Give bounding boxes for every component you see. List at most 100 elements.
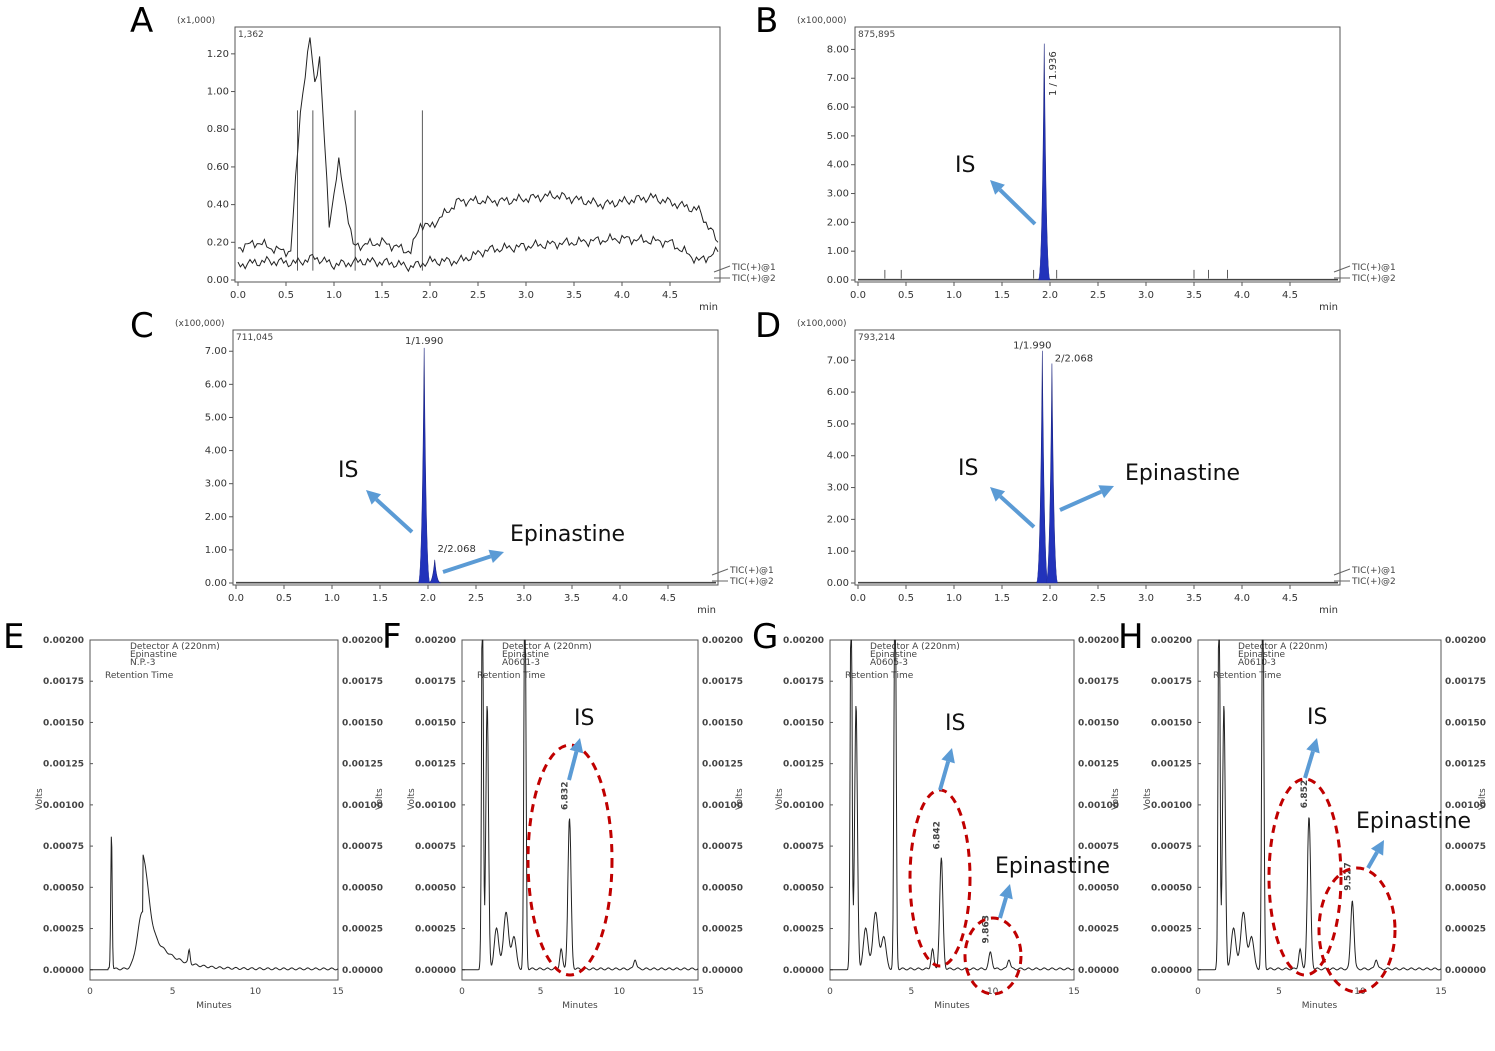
is-arrow-head [941, 748, 955, 764]
epinastine-peak-highlight [1317, 866, 1397, 994]
chromatogram-trace [462, 639, 699, 971]
is-arrow-shaft [998, 188, 1037, 226]
x-tick-label: 2.5 [468, 593, 484, 604]
legend-text: Epinastine [870, 650, 918, 660]
y-tick-label-right: 0.00000 [1445, 966, 1486, 976]
y-tick-label-left: 0.00025 [415, 925, 456, 935]
annotation-epinastine: Epinastine [995, 854, 1110, 879]
epinastine-arrow-head [488, 549, 504, 564]
panel-letter: D [755, 306, 781, 346]
y-axis-label-left: Volts [35, 788, 45, 810]
y-tick-label-right: 0.00025 [1078, 925, 1119, 935]
y-tick-label-left: 0.00200 [783, 636, 824, 646]
x-tick-label: 3.5 [564, 593, 580, 604]
peak-rt-label: 6.842 [932, 821, 942, 849]
y-tick-label-right: 0.00175 [702, 677, 743, 687]
legend-text: A0601-3 [502, 658, 540, 668]
peak-rt-label: 9.863 [981, 915, 991, 943]
y-tick-label-right: 0.00175 [1445, 677, 1486, 687]
y-tick-label-left: 0.00000 [1151, 966, 1192, 976]
x-tick-label: 2.5 [470, 290, 486, 301]
x-tick-label: 2.0 [1042, 290, 1058, 301]
plot-frame [854, 329, 1341, 586]
panel-letter: F [382, 617, 402, 657]
y-tick-label: 0.20 [207, 237, 229, 248]
chromatogram-trace [90, 836, 339, 971]
legend-entry: TIC(+)@2 [729, 577, 774, 587]
y-tick-label-left: 0.00125 [43, 760, 84, 770]
is-arrow-shaft [567, 751, 579, 781]
epinastine-arrow-shaft [1366, 851, 1379, 869]
y-tick-label-left: 0.00200 [43, 636, 84, 646]
is-arrow-head [1306, 738, 1320, 754]
y-tick-label: 0.40 [207, 200, 229, 211]
panel-letter: C [130, 306, 154, 346]
y-tick-label-right: 0.00175 [1078, 677, 1119, 687]
x-tick-label: 5 [170, 987, 176, 997]
plot-frame [234, 26, 721, 283]
x-tick-label: 0.0 [850, 593, 866, 604]
x-tick-label: 0.0 [850, 290, 866, 301]
panel-B: B (x100,000) 875,895 0.00 1.00 2.00 3.00 4.00 5.… [755, 1, 1396, 313]
legend-entry: TIC(+)@1 [729, 566, 774, 576]
epinastine-arrow-head [999, 884, 1013, 900]
y-tick-label-right: 0.00150 [702, 718, 743, 728]
y-tick-label-right: 0.00200 [702, 636, 743, 646]
x-tick-label: 4.5 [662, 290, 678, 301]
x-tick-label: 1.0 [324, 593, 340, 604]
x-tick-label: 15 [332, 987, 343, 997]
x-tick-label: 2.5 [1090, 593, 1106, 604]
y-tick-label-right: 0.00050 [1078, 883, 1119, 893]
legend-entry: TIC(+)@2 [1351, 577, 1396, 587]
y-tick-label: 4.00 [827, 451, 849, 462]
y-tick-label-left: 0.00200 [1151, 636, 1192, 646]
scale-label: (x1,000) [177, 16, 215, 26]
y-tick-label-left: 0.00050 [415, 883, 456, 893]
y-tick-label: 6.00 [827, 102, 849, 113]
y-tick-label: 0.80 [207, 124, 229, 135]
y-tick-label-left: 0.00175 [1151, 677, 1192, 687]
y-tick-label-right: 0.00150 [1445, 718, 1486, 728]
retention-time-label: Retention Time [105, 671, 174, 681]
is-arrow-shaft [1303, 750, 1315, 779]
is-peak-highlight [1267, 777, 1343, 977]
panel-letter: B [755, 1, 778, 41]
legend-leader [1333, 568, 1351, 576]
y-tick-label: 4.00 [827, 160, 849, 171]
y-tick-label-left: 0.00050 [783, 883, 824, 893]
y-tick-label: 8.00 [827, 44, 849, 55]
x-tick-label: 0 [827, 987, 833, 997]
y-tick-label-left: 0.00000 [783, 966, 824, 976]
panel-F: F 0.00000 0.00000 0.00025 0.00025 0.00050 0.00… [382, 617, 745, 1011]
scale-label: (x100,000) [797, 16, 847, 26]
y-tick-label-left: 0.00050 [1151, 883, 1192, 893]
y-tick-label: 3.00 [827, 189, 849, 200]
y-tick-label: 1.00 [827, 546, 849, 557]
y-tick-label-left: 0.00100 [415, 801, 456, 811]
panel-letter: H [1118, 617, 1144, 657]
peak [1037, 43, 1051, 281]
y-tick-label-right: 0.00050 [702, 883, 743, 893]
y-tick-label-right: 0.00000 [342, 966, 383, 976]
x-tick-label: 15 [1068, 987, 1079, 997]
x-axis-label: Minutes [196, 1001, 232, 1011]
chromatogram-trace [1198, 639, 1442, 971]
y-axis-label-left: Volts [775, 788, 785, 810]
epinastine-arrow-head [1098, 485, 1114, 499]
x-tick-label: 15 [692, 987, 703, 997]
x-tick-label: 0.5 [898, 290, 914, 301]
peak-label: 1 / 1.936 [1048, 51, 1059, 96]
x-tick-label: 4.0 [614, 290, 630, 301]
legend-entry: TIC(+)@1 [1351, 566, 1396, 576]
peak [417, 347, 431, 584]
y-tick-label: 5.00 [827, 419, 849, 430]
annotation-IS: IS [945, 711, 965, 736]
x-tick-label: 0.5 [898, 593, 914, 604]
x-tick-label: 1.5 [374, 290, 390, 301]
y-tick-label-right: 0.00125 [342, 760, 383, 770]
x-tick-label: 3.5 [1186, 593, 1202, 604]
y-tick-label-left: 0.00025 [43, 925, 84, 935]
x-tick-label: 1.0 [326, 290, 342, 301]
y-tick-label-right: 0.00075 [342, 842, 383, 852]
